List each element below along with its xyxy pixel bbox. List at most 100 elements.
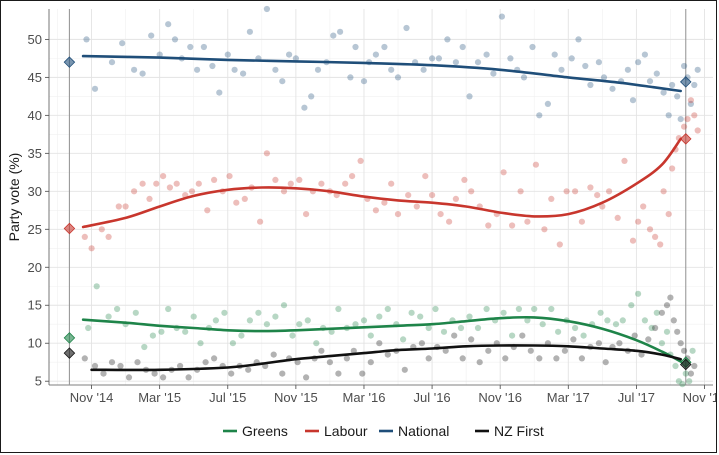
labour-poll-point <box>548 195 555 202</box>
labour-poll-point <box>657 241 664 248</box>
labour-poll-point <box>188 188 196 195</box>
labour-poll-point <box>98 226 105 233</box>
greens-poll-point <box>304 317 311 324</box>
labour-poll-point <box>153 180 160 187</box>
major-gridlines <box>49 9 713 385</box>
greens-poll-point <box>360 317 368 324</box>
labour-poll-point <box>241 195 248 202</box>
national-poll-point <box>490 70 497 77</box>
national-poll-point <box>452 59 459 66</box>
greens-poll-point <box>539 321 546 328</box>
labour-poll-point <box>694 127 701 134</box>
nz-first-poll-point <box>151 370 158 377</box>
greens-poll-point <box>672 362 679 370</box>
y-tick-label: 5 <box>35 374 42 389</box>
national-poll-point <box>231 66 238 73</box>
y-tick-label: 45 <box>28 70 42 85</box>
greens-poll-point <box>417 313 424 320</box>
nz-first-poll-point <box>335 370 342 377</box>
greens-poll-point <box>165 305 172 313</box>
nz-first-poll-point <box>645 336 652 343</box>
national-poll-point <box>544 100 552 107</box>
greens-poll-point <box>628 302 635 309</box>
greens-poll-point <box>686 378 693 385</box>
nz-first-poll-point <box>376 340 383 347</box>
national-poll-point <box>83 36 90 43</box>
national-poll-point <box>388 66 395 73</box>
national-poll-point <box>165 21 172 28</box>
poll-points <box>81 5 701 388</box>
labour-poll-point <box>691 112 698 119</box>
greens-poll-point <box>114 305 121 313</box>
national-poll-point <box>420 66 427 73</box>
nz-first-poll-point <box>519 332 526 339</box>
labour-poll-point <box>139 180 146 187</box>
national-poll-point <box>694 66 701 73</box>
nz-first-poll-point <box>658 309 666 316</box>
nz-first-poll-point <box>91 362 99 370</box>
national-poll-point <box>609 85 616 92</box>
national-poll-point <box>444 36 451 43</box>
labour-poll-point <box>226 173 233 180</box>
national-poll-point <box>677 116 684 123</box>
labour-poll-point <box>614 214 621 221</box>
nz-first-poll-point <box>652 324 659 332</box>
nz-first-poll-point <box>476 359 483 366</box>
nz-first-poll-point <box>631 332 638 339</box>
nz-first-poll-point <box>177 362 184 370</box>
nz-first-poll-point <box>570 336 577 343</box>
greens-poll-point <box>141 343 148 351</box>
greens-poll-point <box>597 309 604 316</box>
nz-first-poll-point <box>211 355 218 362</box>
greens-poll-point <box>604 317 611 324</box>
y-tick-label: 10 <box>28 336 42 351</box>
national-poll-point <box>403 24 410 32</box>
nz-first-poll-point <box>367 359 374 366</box>
x-tick-label: Jul '17 <box>618 390 655 405</box>
national-poll-point <box>575 36 582 43</box>
labour-poll-point <box>204 207 211 214</box>
nz-first-poll-point <box>318 347 325 354</box>
nz-first-poll-point <box>185 374 192 381</box>
national-poll-point <box>582 62 589 70</box>
greens-poll-point <box>635 290 642 297</box>
national-poll-point <box>187 43 194 51</box>
nz-first-poll-point <box>81 355 88 362</box>
labour-poll-point <box>684 116 691 123</box>
greens-poll-point <box>440 328 448 335</box>
national-poll-point <box>108 59 116 66</box>
national-poll-point <box>568 55 575 62</box>
national-result-2017 <box>679 76 692 88</box>
national-poll-point <box>209 62 216 70</box>
labour-result-2017 <box>679 133 692 145</box>
greens-result-2014 <box>63 332 76 344</box>
national-poll-point <box>352 43 359 51</box>
labour-poll-point <box>160 173 167 180</box>
national-poll-point <box>337 28 344 35</box>
greens-poll-point <box>190 313 197 320</box>
national-poll-point <box>435 55 442 62</box>
nz-first-poll-point <box>687 370 695 377</box>
nz-first-poll-point <box>418 340 425 347</box>
labour-poll-point <box>681 123 688 130</box>
labour-poll-point <box>233 199 240 206</box>
labour-poll-point <box>646 226 654 233</box>
greens-poll-point <box>93 283 100 290</box>
labour-poll-point <box>349 173 356 180</box>
national-poll-point <box>314 66 322 73</box>
nz-first-poll-point <box>442 347 449 354</box>
nz-first-poll-point <box>595 340 603 347</box>
national-poll-point <box>483 51 490 58</box>
greens-poll-point <box>580 332 587 339</box>
labour-poll-point <box>122 203 129 210</box>
greens-poll-point <box>483 305 490 313</box>
labour-poll-point <box>541 226 548 233</box>
greens-poll-point <box>408 309 415 316</box>
greens-poll-point <box>457 324 465 332</box>
y-tick-label: 50 <box>28 32 42 47</box>
labour-poll-point <box>272 176 279 183</box>
nz-first-poll-point <box>485 347 492 354</box>
labour-poll-point <box>500 169 507 176</box>
labour-poll-point <box>468 188 475 195</box>
